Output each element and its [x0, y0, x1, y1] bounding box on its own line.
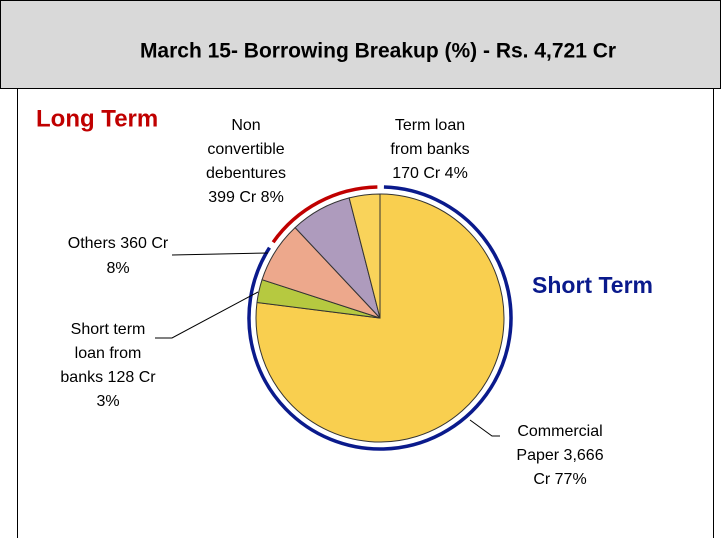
slice-label: Non	[231, 117, 260, 134]
slice-label: convertible	[207, 141, 284, 158]
slice-label: banks 128 Cr	[60, 369, 156, 386]
slice-label: 8%	[106, 260, 129, 277]
slice-label: Paper 3,666	[516, 447, 603, 464]
slice-label: from banks	[390, 141, 469, 158]
short-term-arc	[247, 185, 513, 451]
slice-label: debentures	[206, 165, 286, 182]
slice-label: Short term	[71, 321, 146, 338]
slice-label: 170 Cr 4%	[392, 165, 468, 182]
slice-label: 3%	[96, 393, 119, 410]
pie-slice	[348, 193, 381, 319]
slice-label: Cr 77%	[533, 471, 586, 488]
slice-label: Others 360 Cr	[68, 235, 169, 252]
slice-label: Term loan	[395, 117, 465, 134]
slice-label: Commercial	[517, 423, 602, 440]
short-term-label: Short Term	[532, 272, 653, 298]
slice-label: 399 Cr 8%	[208, 189, 284, 206]
leader-line	[155, 291, 259, 339]
header	[0, 0, 721, 89]
leader-line	[171, 252, 269, 256]
long-term-label: Long Term	[36, 105, 158, 132]
leader-line	[469, 419, 500, 437]
slice-label: loan from	[75, 345, 142, 362]
chart-title: March 15- Borrowing Breakup (%) - Rs. 4,…	[140, 40, 616, 63]
long-term-arc	[271, 185, 378, 244]
